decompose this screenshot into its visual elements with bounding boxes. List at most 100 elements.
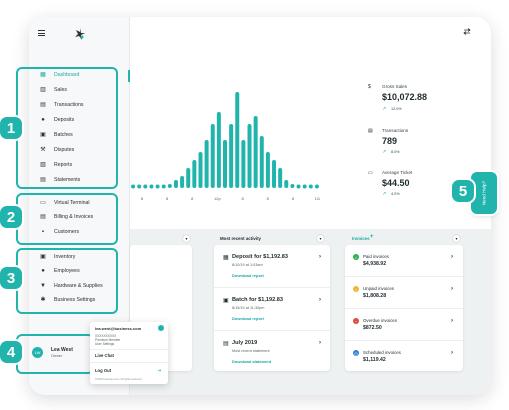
chevron-right-icon[interactable]: › [319, 340, 321, 346]
chevron-right-icon[interactable]: › [451, 286, 453, 292]
sidebar-item-disputes[interactable]: ⚒ Disputes [30, 144, 74, 156]
stat-label: Average Ticket [382, 170, 413, 175]
chart-bar [198, 152, 203, 188]
sidebar-item-reports[interactable]: ▧ Reports [30, 159, 72, 171]
user-role: Owner [51, 354, 63, 358]
group-2-badge: 2 [0, 206, 22, 228]
sidebar-item-dashboard[interactable]: ▦ Dashboard [30, 69, 79, 81]
activity-row[interactable]: ▣ Batch for $1,192.83 8/15/19 at 11:30pm… [214, 288, 330, 331]
sidebar-item-employees[interactable]: ● Employees [30, 265, 79, 277]
sales-chart: 8 8 8 12p 8 8 8 12a [131, 92, 320, 201]
activity-row[interactable]: ▦ Deposit for $1,192.83 8/10/19 at 1:03a… [214, 245, 330, 288]
brand-logo-icon[interactable] [75, 28, 85, 40]
activity-row[interactable]: ▤ July 2019 Most recent statement Downlo… [214, 331, 330, 371]
chart-bar [192, 160, 197, 188]
invoice-label: Overdue invoices [363, 318, 397, 323]
chart-bar [259, 136, 264, 188]
add-invoice-button[interactable]: + [370, 234, 374, 240]
chevron-right-icon[interactable]: › [319, 297, 321, 303]
clock-icon: ◷ [353, 350, 359, 356]
stat-delta: 4.0% [391, 192, 400, 196]
sidebar-item-billing-invoices[interactable]: ▤ Billing & Invoices [30, 211, 93, 223]
sidebar-item-label: Statements [54, 177, 81, 183]
inventory-icon: ▣ [40, 254, 46, 260]
chart-bar [229, 124, 234, 188]
sidebar-item-label: Disputes [54, 147, 75, 153]
chart-bar [308, 184, 313, 189]
chevron-down-icon[interactable]: ▾ [453, 235, 460, 242]
hamburger-icon[interactable] [38, 30, 45, 36]
sidebar-item-statements[interactable]: ▤ Statements [30, 174, 80, 186]
download-report-link[interactable]: Download report [232, 273, 264, 278]
x-tick-label: 8 [191, 196, 194, 201]
invoice-value: $1,119.42 [363, 357, 386, 363]
deposit-icon: ▦ [223, 255, 229, 261]
activity-row-sub: 8/15/19 at 11:30pm [232, 306, 265, 310]
sidebar-item-virtual-terminal[interactable]: ▭ Virtual Terminal [30, 197, 89, 209]
chevron-right-icon[interactable]: › [451, 350, 453, 356]
need-help-button[interactable]: Need Help? [471, 172, 497, 214]
sidebar-item-customers[interactable]: ▪ Customers [30, 226, 79, 238]
ticket-icon: ▭ [368, 170, 373, 176]
chart-bar [290, 184, 295, 188]
chevron-right-icon[interactable]: › [451, 254, 453, 260]
activity-header: Most recent activity ▾ [218, 233, 328, 245]
transactions-icon: ▤ [368, 128, 373, 134]
sidebar-item-hardware-supplies[interactable]: ▼ Hardware & Supplies [30, 280, 103, 292]
need-help-label: Need Help? [481, 180, 487, 206]
stats-panel: $ Gross Sales $10,072.88 ↗ 12.0% ▤ Trans… [368, 82, 468, 202]
chart-bar [143, 184, 148, 189]
pending-icon: • [353, 286, 359, 292]
avatar: LW [32, 347, 43, 358]
chart-bar [235, 92, 240, 188]
statement-icon: ▤ [223, 341, 229, 347]
chevron-right-icon[interactable]: › [319, 254, 321, 260]
user-name: Lea West [51, 347, 73, 353]
report-icon: ▧ [40, 162, 46, 168]
invoices-card: ✓ Paid invoices $4,938.92 › • Unpaid inv… [345, 245, 463, 371]
sidebar-item-label: Inventory [54, 254, 76, 260]
download-report-link[interactable]: Download report [232, 316, 264, 321]
x-tick-label: 8 [267, 196, 270, 201]
gavel-icon: ⚒ [40, 147, 46, 153]
trend-up-icon: ↗ [382, 106, 387, 112]
invoice-value: $872.50 [363, 325, 382, 331]
chart-bar [296, 184, 301, 189]
live-chat-link[interactable]: Live Chat [95, 353, 114, 358]
chart-bar [253, 116, 258, 188]
user-settings-link[interactable]: User Settings [95, 342, 115, 346]
divider [90, 362, 168, 363]
invoice-icon: ▤ [40, 214, 46, 220]
invoice-row[interactable]: • Unpaid invoices $1,808.28 › [345, 277, 463, 309]
customers-icon: ▪ [41, 229, 45, 235]
chart-bar [173, 180, 178, 188]
sidebar-item-batches[interactable]: ▣ Batches [30, 129, 73, 141]
download-statement-link[interactable]: Download statement [232, 359, 272, 364]
chart-bar [302, 184, 307, 189]
invoice-row[interactable]: − Overdue invoices $872.50 › [345, 309, 463, 341]
chart-bar [167, 184, 172, 188]
user-profile[interactable]: LW Lea West Owner [20, 338, 88, 366]
chevron-right-icon[interactable]: › [451, 318, 453, 324]
swap-arrows-icon[interactable] [463, 28, 471, 35]
sidebar-item-deposits[interactable]: ● Deposits [30, 114, 74, 126]
invoices-title: Invoices [352, 236, 370, 241]
chevron-down-icon[interactable]: ▾ [183, 235, 190, 242]
chevron-down-icon[interactable]: ▾ [317, 235, 324, 242]
document-icon: ▤ [40, 177, 46, 183]
invoice-row[interactable]: ◷ Scheduled invoices $1,119.42 › [345, 341, 463, 371]
check-icon: ✓ [353, 254, 359, 260]
chart-bar [186, 168, 191, 188]
chart-bar [272, 160, 277, 188]
stat-delta: 12.0% [391, 107, 402, 111]
log-out-link[interactable]: Log Out [95, 368, 112, 373]
sidebar-item-business-settings[interactable]: ✱ Business Settings [30, 294, 95, 306]
grid-icon: ▦ [40, 72, 46, 78]
sidebar-item-sales[interactable]: ▥ Sales [30, 84, 67, 96]
chart-bar [155, 184, 160, 189]
x-tick-label: 8 [166, 196, 169, 201]
invoice-row[interactable]: ✓ Paid invoices $4,938.92 › [345, 245, 463, 277]
sidebar-item-inventory[interactable]: ▣ Inventory [30, 251, 75, 263]
left-widget-header: ▾ [130, 232, 192, 244]
sidebar-item-transactions[interactable]: ▤ Transactions [30, 99, 83, 111]
